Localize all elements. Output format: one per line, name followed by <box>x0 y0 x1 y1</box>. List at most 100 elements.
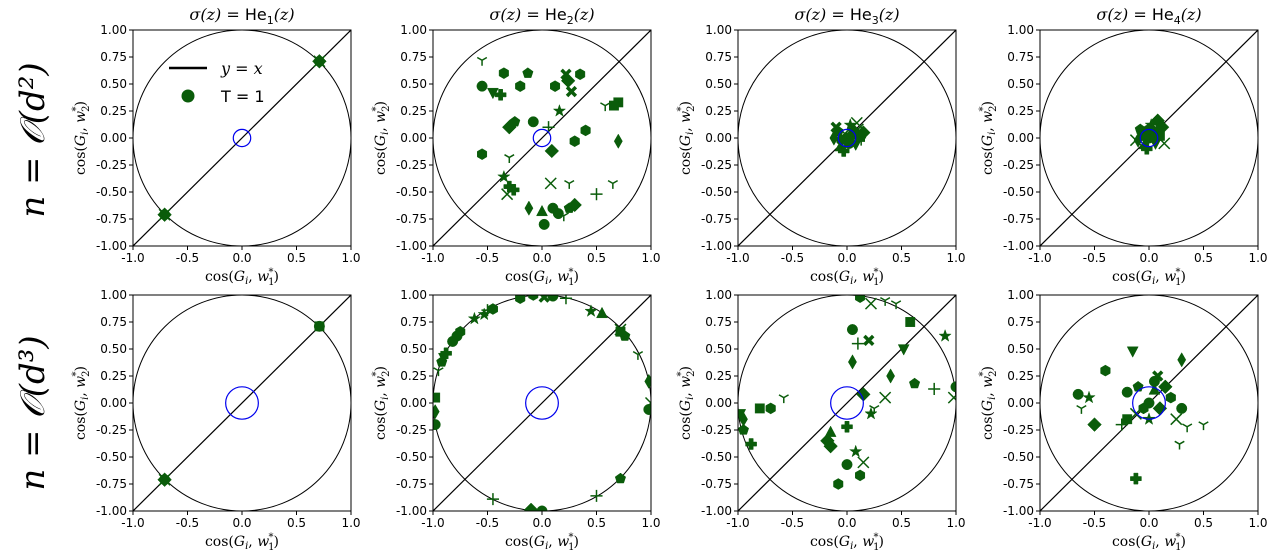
point-circle <box>313 320 325 332</box>
point-triangle-down <box>1126 346 1139 358</box>
point-circle <box>643 404 651 415</box>
point-circle <box>950 381 956 393</box>
x-tick-label: 1.0 <box>641 251 660 265</box>
x-tick-label: 0.0 <box>1139 516 1158 530</box>
point-tri-down <box>879 296 891 306</box>
point-star <box>584 304 598 317</box>
point-plus <box>1115 418 1128 431</box>
point-pentagon <box>509 115 521 127</box>
point-star <box>843 117 858 131</box>
x-tick-label: 1.0 <box>1248 516 1267 530</box>
x-tick-label: 0.5 <box>892 516 911 530</box>
x-axis-label: cos(Gi, w1*) <box>1112 267 1186 288</box>
point-star <box>477 307 491 321</box>
point-circle <box>451 330 463 342</box>
point-circle <box>1121 386 1133 398</box>
point-plus <box>481 304 494 317</box>
point-x-filled <box>565 85 578 98</box>
point-diamond <box>544 143 560 159</box>
x-tick-label: 0.5 <box>1194 251 1213 265</box>
point-tri-down <box>632 350 644 360</box>
point-hexagon <box>1138 402 1149 415</box>
point-thin-diamond <box>886 368 895 384</box>
x-tick-label: 0.5 <box>1194 516 1213 530</box>
point-star <box>938 328 952 342</box>
point-hexagon <box>855 469 866 482</box>
y-tick-label: -0.75 <box>701 212 732 226</box>
point-triangle-down <box>897 344 910 356</box>
point-star <box>848 444 863 458</box>
y-tick-label: 0.25 <box>100 369 127 383</box>
point-x <box>857 456 870 469</box>
x-tick-label: -1.0 <box>1028 251 1051 265</box>
column-title: σ(z) = He1(z) <box>189 5 294 27</box>
x-tick-label: -0.5 <box>781 251 804 265</box>
point-x <box>501 188 514 201</box>
y-axis-label: cos(Gi, w2*) <box>71 366 92 440</box>
y-tick-label: -0.75 <box>96 212 127 226</box>
y-tick-label: -0.50 <box>396 185 427 199</box>
y-tick-label: 0.25 <box>1007 369 1034 383</box>
title-lhs: σ(z) = <box>1096 5 1151 24</box>
point-circle <box>538 218 550 230</box>
y-tick-label: 0.50 <box>705 342 732 356</box>
point-x <box>313 55 326 68</box>
y-tick-label: -0.75 <box>1003 212 1034 226</box>
legend: y = x T = 1 <box>169 59 265 106</box>
x-tick-label: 0.5 <box>587 251 606 265</box>
point-thin-diamond <box>613 133 623 149</box>
point-hexagon <box>575 68 586 81</box>
point-x <box>158 208 171 221</box>
y-tick-label: -1.00 <box>701 239 732 253</box>
x-tick-label: -0.5 <box>1083 251 1106 265</box>
point-tri-down <box>558 212 569 222</box>
plot-area <box>433 30 651 246</box>
y-tick-label: 0.50 <box>400 342 427 356</box>
title-sub: 4 <box>1174 14 1181 27</box>
point-square <box>754 403 765 414</box>
point-hexagon <box>498 67 509 79</box>
y-tick-label: -0.75 <box>396 212 427 226</box>
y-tick-label: -0.25 <box>701 423 732 437</box>
x-tick-label: 0.5 <box>287 251 306 265</box>
y-tick-label: 1.00 <box>1007 288 1034 302</box>
small-circle <box>1139 128 1159 148</box>
x-axis-label: cos(Gi, w1*) <box>205 267 279 288</box>
point-tri-down <box>600 102 611 112</box>
point-pentagon <box>738 424 749 435</box>
x-tick-label: 1.0 <box>641 516 660 530</box>
point-star <box>1082 390 1096 404</box>
title-lhs: σ(z) = <box>794 5 849 24</box>
y-tick-label: -0.50 <box>701 185 732 199</box>
y-tick-label: 1.00 <box>705 288 732 302</box>
scatter-panel-r1-c3: -1.0 -0.5 0.0 0.5 1.0 1.00 0.75 0.50 0.25 0.00 -0.… <box>676 23 966 288</box>
point-tri-down <box>607 179 619 189</box>
scatter-panel-r2-c2: -1.0 -0.5 0.0 0.5 1.0 1.00 0.75 0.50 0.25 0.00 -0.… <box>371 288 661 553</box>
y-tick-label: 0.75 <box>1007 50 1034 64</box>
point-diamond <box>523 502 539 511</box>
x-tick-label: 1.0 <box>1248 251 1267 265</box>
point-square <box>1122 414 1133 425</box>
x-tick-label: -1.0 <box>121 251 144 265</box>
title-sub: 2 <box>567 14 574 27</box>
scatter-panels: -1.0 -0.5 0.0 0.5 1.0 1.00 0.75 0.50 0.25 0.00 -0.… <box>71 23 1268 553</box>
point-star <box>1142 412 1156 425</box>
scatter-panel-r2-c3: -1.0 -0.5 0.0 0.5 1.0 1.00 0.75 0.50 0.25 0.00 -0.… <box>676 288 966 553</box>
y-tick-label: 0.75 <box>400 315 427 329</box>
point-plus <box>590 188 603 201</box>
point-tri-down <box>778 394 789 404</box>
diagonal-line <box>433 30 651 246</box>
point-thin-diamond <box>433 404 440 420</box>
y-tick-label: -0.50 <box>96 450 127 464</box>
y-tick-label: 0.75 <box>100 315 127 329</box>
y-tick-label: -0.50 <box>396 450 427 464</box>
point-diamond <box>1158 379 1173 395</box>
y-tick-label: 0.00 <box>705 131 732 145</box>
plot-area <box>1040 30 1258 246</box>
y-tick-label: 1.00 <box>1007 23 1034 37</box>
y-tick-label: 0.75 <box>705 315 732 329</box>
title-fn: He <box>245 5 267 24</box>
y-tick-label: -0.50 <box>1003 185 1034 199</box>
y-tick-label: 0.50 <box>1007 77 1034 91</box>
point-x <box>1170 413 1183 426</box>
